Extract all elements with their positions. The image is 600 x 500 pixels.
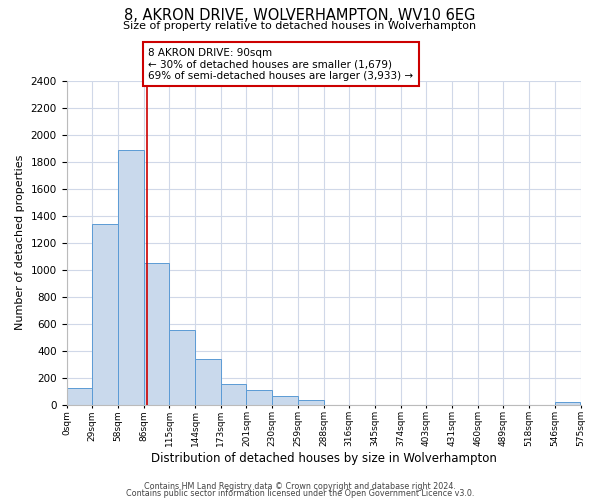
Text: Contains HM Land Registry data © Crown copyright and database right 2024.: Contains HM Land Registry data © Crown c… — [144, 482, 456, 491]
Bar — [143, 263, 169, 404]
Bar — [247, 390, 272, 404]
Bar — [118, 150, 143, 404]
Text: Contains public sector information licensed under the Open Government Licence v3: Contains public sector information licen… — [126, 489, 474, 498]
Bar — [195, 360, 221, 405]
Bar — [221, 384, 247, 404]
Bar — [169, 330, 195, 404]
Bar — [555, 402, 580, 404]
Bar — [298, 400, 323, 404]
Text: Size of property relative to detached houses in Wolverhampton: Size of property relative to detached ho… — [124, 21, 476, 31]
Text: 8, AKRON DRIVE, WOLVERHAMPTON, WV10 6EG: 8, AKRON DRIVE, WOLVERHAMPTON, WV10 6EG — [124, 8, 476, 22]
Y-axis label: Number of detached properties: Number of detached properties — [15, 155, 25, 330]
X-axis label: Distribution of detached houses by size in Wolverhampton: Distribution of detached houses by size … — [151, 452, 496, 465]
Bar — [272, 396, 298, 404]
Bar — [67, 388, 92, 404]
Bar — [92, 224, 118, 404]
Text: 8 AKRON DRIVE: 90sqm
← 30% of detached houses are smaller (1,679)
69% of semi-de: 8 AKRON DRIVE: 90sqm ← 30% of detached h… — [148, 48, 413, 80]
